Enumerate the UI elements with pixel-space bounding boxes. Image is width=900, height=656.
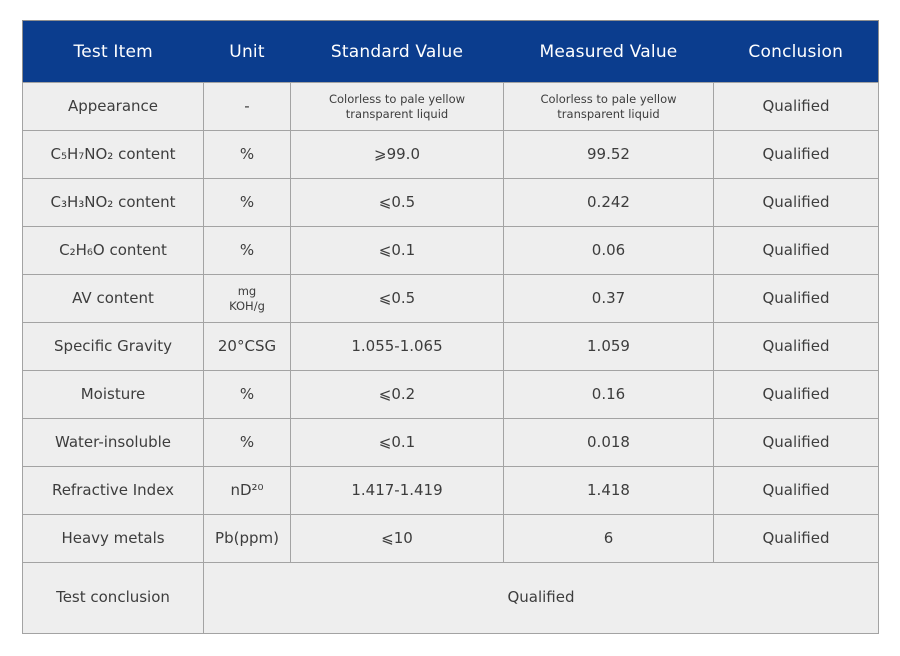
cell-unit: % xyxy=(203,418,291,467)
footer-row: Test conclusion Qualified xyxy=(22,562,879,634)
column-header-standard-value: Standard Value xyxy=(290,20,504,83)
cell-test-item: Moisture xyxy=(22,370,204,419)
cell-measured-value: 6 xyxy=(503,514,714,563)
cell-standard-value: ⩽10 xyxy=(290,514,504,563)
cell-unit: % xyxy=(203,130,291,179)
cell-standard-value: ⩽0.1 xyxy=(290,418,504,467)
cell-conclusion: Qualified xyxy=(713,226,879,275)
table-row: Specific Gravity 20°CSG 1.055-1.065 1.059 Qu… xyxy=(22,322,879,371)
cell-standard-value: ⩽0.2 xyxy=(290,370,504,419)
cell-conclusion: Qualified xyxy=(713,82,879,131)
cell-measured-value: 1.059 xyxy=(503,322,714,371)
cell-measured-value: 1.418 xyxy=(503,466,714,515)
cell-test-item: Water-insoluble xyxy=(22,418,204,467)
cell-measured-value: 0.37 xyxy=(503,274,714,323)
cell-conclusion: Qualified xyxy=(713,466,879,515)
table-row: C₅H₇NO₂ content% ⩾99.0 99.52 Qualified xyxy=(22,130,879,179)
table-row: Moisture% ⩽0.2 0.16 Qualified xyxy=(22,370,879,419)
cell-unit: 20°CSG xyxy=(203,322,291,371)
cell-unit: - xyxy=(203,82,291,131)
cell-conclusion: Qualified xyxy=(713,130,879,179)
cell-unit: nD²⁰ xyxy=(203,466,291,515)
cell-standard-value: 1.055-1.065 xyxy=(290,322,504,371)
column-header-conclusion: Conclusion xyxy=(713,20,879,83)
cell-conclusion: Qualified xyxy=(713,514,879,563)
cell-test-item: C₅H₇NO₂ content xyxy=(22,130,204,179)
cell-standard-value: Colorless to pale yellow transparent liq… xyxy=(290,82,504,131)
header-row: Test Item Unit Standard Value Measured V… xyxy=(22,20,879,83)
cell-standard-value: ⩽0.1 xyxy=(290,226,504,275)
cell-test-item: AV content xyxy=(22,274,204,323)
cell-test-item: C₃H₃NO₂ content xyxy=(22,178,204,227)
footer-label: Test conclusion xyxy=(22,562,204,634)
cell-unit: % xyxy=(203,370,291,419)
cell-unit: % xyxy=(203,226,291,275)
cell-unit: % xyxy=(203,178,291,227)
table-row: Appearance - Colorless to pale yellow tran… xyxy=(22,82,879,131)
cell-conclusion: Qualified xyxy=(713,418,879,467)
cell-measured-value: 0.06 xyxy=(503,226,714,275)
cell-measured-value: 0.16 xyxy=(503,370,714,419)
table-row: Refractive Index nD²⁰ 1.417-1.419 1.418 Qual… xyxy=(22,466,879,515)
cell-standard-value: 1.417-1.419 xyxy=(290,466,504,515)
cell-standard-value: ⩽0.5 xyxy=(290,178,504,227)
cell-conclusion: Qualified xyxy=(713,178,879,227)
cell-test-item: Heavy metals xyxy=(22,514,204,563)
table-body: Appearance - Colorless to pale yellow tran… xyxy=(22,82,879,563)
cell-measured-value: 0.018 xyxy=(503,418,714,467)
cell-test-item: Refractive Index xyxy=(22,466,204,515)
column-header-measured-value: Measured Value xyxy=(503,20,714,83)
cell-conclusion: Qualified xyxy=(713,274,879,323)
cell-standard-value: ⩾99.0 xyxy=(290,130,504,179)
cell-unit: Pb(ppm) xyxy=(203,514,291,563)
table-row: C₃H₃NO₂ content% ⩽0.5 0.242 Qualified xyxy=(22,178,879,227)
table-row: AV content mg KOH/g ⩽0.5 0.37 Qualified xyxy=(22,274,879,323)
cell-test-item: Appearance xyxy=(22,82,204,131)
cell-measured-value: Colorless to pale yellow transparent liq… xyxy=(503,82,714,131)
footer-value: Qualified xyxy=(203,562,879,634)
cell-unit: mg KOH/g xyxy=(203,274,291,323)
cell-standard-value: ⩽0.5 xyxy=(290,274,504,323)
test-report-table: Test Item Unit Standard Value Measured V… xyxy=(22,20,879,634)
column-header-unit: Unit xyxy=(203,20,291,83)
column-header-test-item: Test Item xyxy=(22,20,204,83)
table-row: Water-insoluble% ⩽0.1 0.018 Qualified xyxy=(22,418,879,467)
table-row: C₂H₆O content% ⩽0.1 0.06 Qualified xyxy=(22,226,879,275)
cell-test-item: C₂H₆O content xyxy=(22,226,204,275)
cell-conclusion: Qualified xyxy=(713,322,879,371)
table-row: Heavy metals Pb(ppm) ⩽10 6 Qualified xyxy=(22,514,879,563)
cell-measured-value: 99.52 xyxy=(503,130,714,179)
cell-measured-value: 0.242 xyxy=(503,178,714,227)
cell-conclusion: Qualified xyxy=(713,370,879,419)
cell-test-item: Specific Gravity xyxy=(22,322,204,371)
